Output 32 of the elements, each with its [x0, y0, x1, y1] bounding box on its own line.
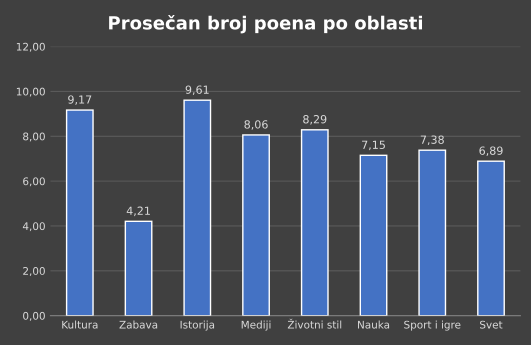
y-tick-label: 6,00 [23, 177, 45, 186]
data-label: 6,89 [479, 146, 503, 156]
x-tick-label: Istorija [180, 320, 214, 331]
bar [183, 99, 212, 316]
data-label: 8,06 [244, 120, 268, 130]
x-tick-label: Svet [480, 320, 502, 329]
y-tick-label: 8,00 [23, 132, 45, 142]
x-tick-label: Nauka [358, 320, 390, 329]
bar [418, 149, 446, 316]
y-tick-label: 12,00 [16, 42, 45, 52]
y-tick-label: 0,00 [23, 312, 45, 321]
y-tick-label: 2,00 [23, 267, 45, 276]
data-label: 9,17 [68, 95, 92, 105]
bar [242, 134, 270, 316]
x-tick-label: Kultura [62, 320, 98, 329]
y-tick-label: 10,00 [16, 88, 45, 97]
bar [300, 129, 329, 316]
x-tick-label: Mediji [242, 320, 270, 331]
bar [66, 109, 94, 316]
data-label: 8,29 [303, 115, 326, 125]
bar [360, 154, 388, 316]
x-tick-label: Sport i igre [404, 320, 460, 331]
y-tick-label: 4,00 [22, 222, 45, 232]
data-label: 4,21 [126, 206, 150, 216]
x-tick-label: Zabava [119, 320, 158, 329]
data-label: 7,15 [362, 140, 385, 150]
bar [477, 160, 505, 316]
bar [124, 220, 152, 316]
data-label: 7,38 [420, 135, 444, 145]
x-tick-label: Životni stil [288, 318, 342, 329]
chart-title: Prosečan broj poena po oblasti [109, 14, 422, 34]
data-label: 9,61 [186, 85, 209, 95]
